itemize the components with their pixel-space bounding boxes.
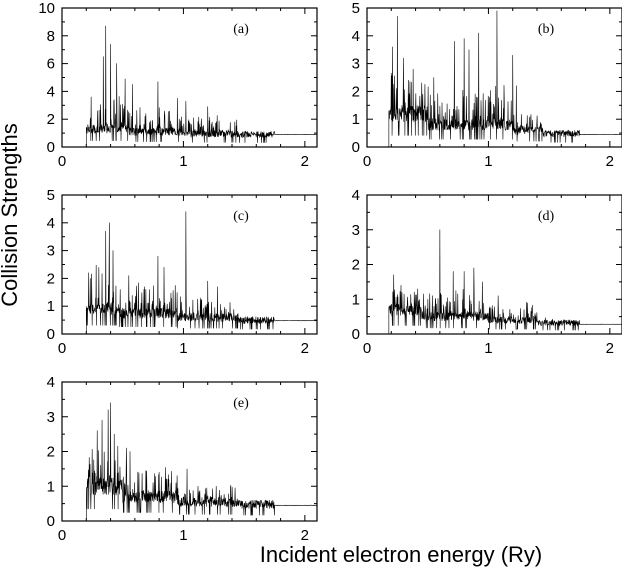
y-tick-label: 1 <box>47 478 55 495</box>
y-tick-label: 4 <box>47 374 55 391</box>
y-tick-label: 1 <box>352 111 360 128</box>
x-tick-label: 2 <box>606 340 614 357</box>
y-tick-label: 5 <box>47 187 55 204</box>
x-tick-label: 0 <box>363 340 371 357</box>
y-tick-label: 3 <box>352 222 360 239</box>
y-tick-label: 5 <box>352 0 360 17</box>
collision-strength-series <box>85 211 317 334</box>
x-tick-label: 1 <box>179 527 187 544</box>
panel-d: 0 1 2 0 1 2 3 4 (d) <box>352 187 622 357</box>
y-tick-label: 4 <box>47 83 55 100</box>
y-axis-title: Collision Strengths <box>0 123 22 306</box>
collision-strength-series <box>388 229 622 334</box>
x-tick-label: 1 <box>179 340 187 357</box>
y-tick-label: 10 <box>38 0 55 17</box>
x-tick-label: 0 <box>58 340 66 357</box>
y-tick-label: 1 <box>352 291 360 308</box>
panel-a: 0 1 2 0 2 4 6 8 10 (a) <box>38 0 318 170</box>
y-tick-label: 0 <box>47 139 55 156</box>
x-tick-label: 1 <box>179 153 187 170</box>
panel-label: (b) <box>538 22 555 37</box>
y-tick-label: 8 <box>47 28 55 45</box>
x-tick-label: 2 <box>606 153 614 170</box>
y-tick-label: 3 <box>47 243 55 260</box>
y-tick-label: 2 <box>352 257 360 274</box>
y-tick-label: 2 <box>47 444 55 461</box>
y-tick-label: 2 <box>47 270 55 287</box>
panel-label: (c) <box>233 209 249 224</box>
panel-e: 0 1 2 0 1 2 3 4 (e) <box>47 374 318 544</box>
panel-b: 0 1 2 0 1 2 3 4 5 (b) <box>352 0 622 170</box>
panel-c: 0 1 2 0 1 2 3 4 5 (c) <box>47 187 318 357</box>
panel-label: (e) <box>233 396 249 411</box>
y-tick-label: 1 <box>47 298 55 315</box>
y-tick-label: 3 <box>352 56 360 73</box>
y-tick-label: 4 <box>352 28 360 45</box>
y-tick-label: 0 <box>352 326 360 343</box>
collision-strength-series <box>388 10 622 147</box>
y-tick-label: 3 <box>47 409 55 426</box>
x-tick-label: 1 <box>484 340 492 357</box>
x-tick-label: 0 <box>58 527 66 544</box>
x-tick-label: 2 <box>301 527 309 544</box>
collision-strength-series <box>85 402 318 521</box>
y-tick-label: 2 <box>352 83 360 100</box>
y-tick-label: 6 <box>47 56 55 73</box>
x-tick-label: 0 <box>363 153 371 170</box>
y-tick-label: 0 <box>352 139 360 156</box>
y-tick-label: 4 <box>352 187 360 204</box>
x-axis-title: Incident electron energy (Ry) <box>260 542 542 567</box>
x-tick-label: 1 <box>484 153 492 170</box>
x-tick-label: 0 <box>58 153 66 170</box>
y-tick-label: 4 <box>47 215 55 232</box>
y-tick-label: 0 <box>47 326 55 343</box>
y-tick-label: 2 <box>47 111 55 128</box>
x-tick-label: 2 <box>301 153 309 170</box>
x-tick-label: 2 <box>301 340 309 357</box>
panel-label: (d) <box>538 209 555 224</box>
panel-label: (a) <box>233 22 249 37</box>
y-tick-label: 0 <box>47 513 55 530</box>
collision-strength-series <box>85 25 317 147</box>
